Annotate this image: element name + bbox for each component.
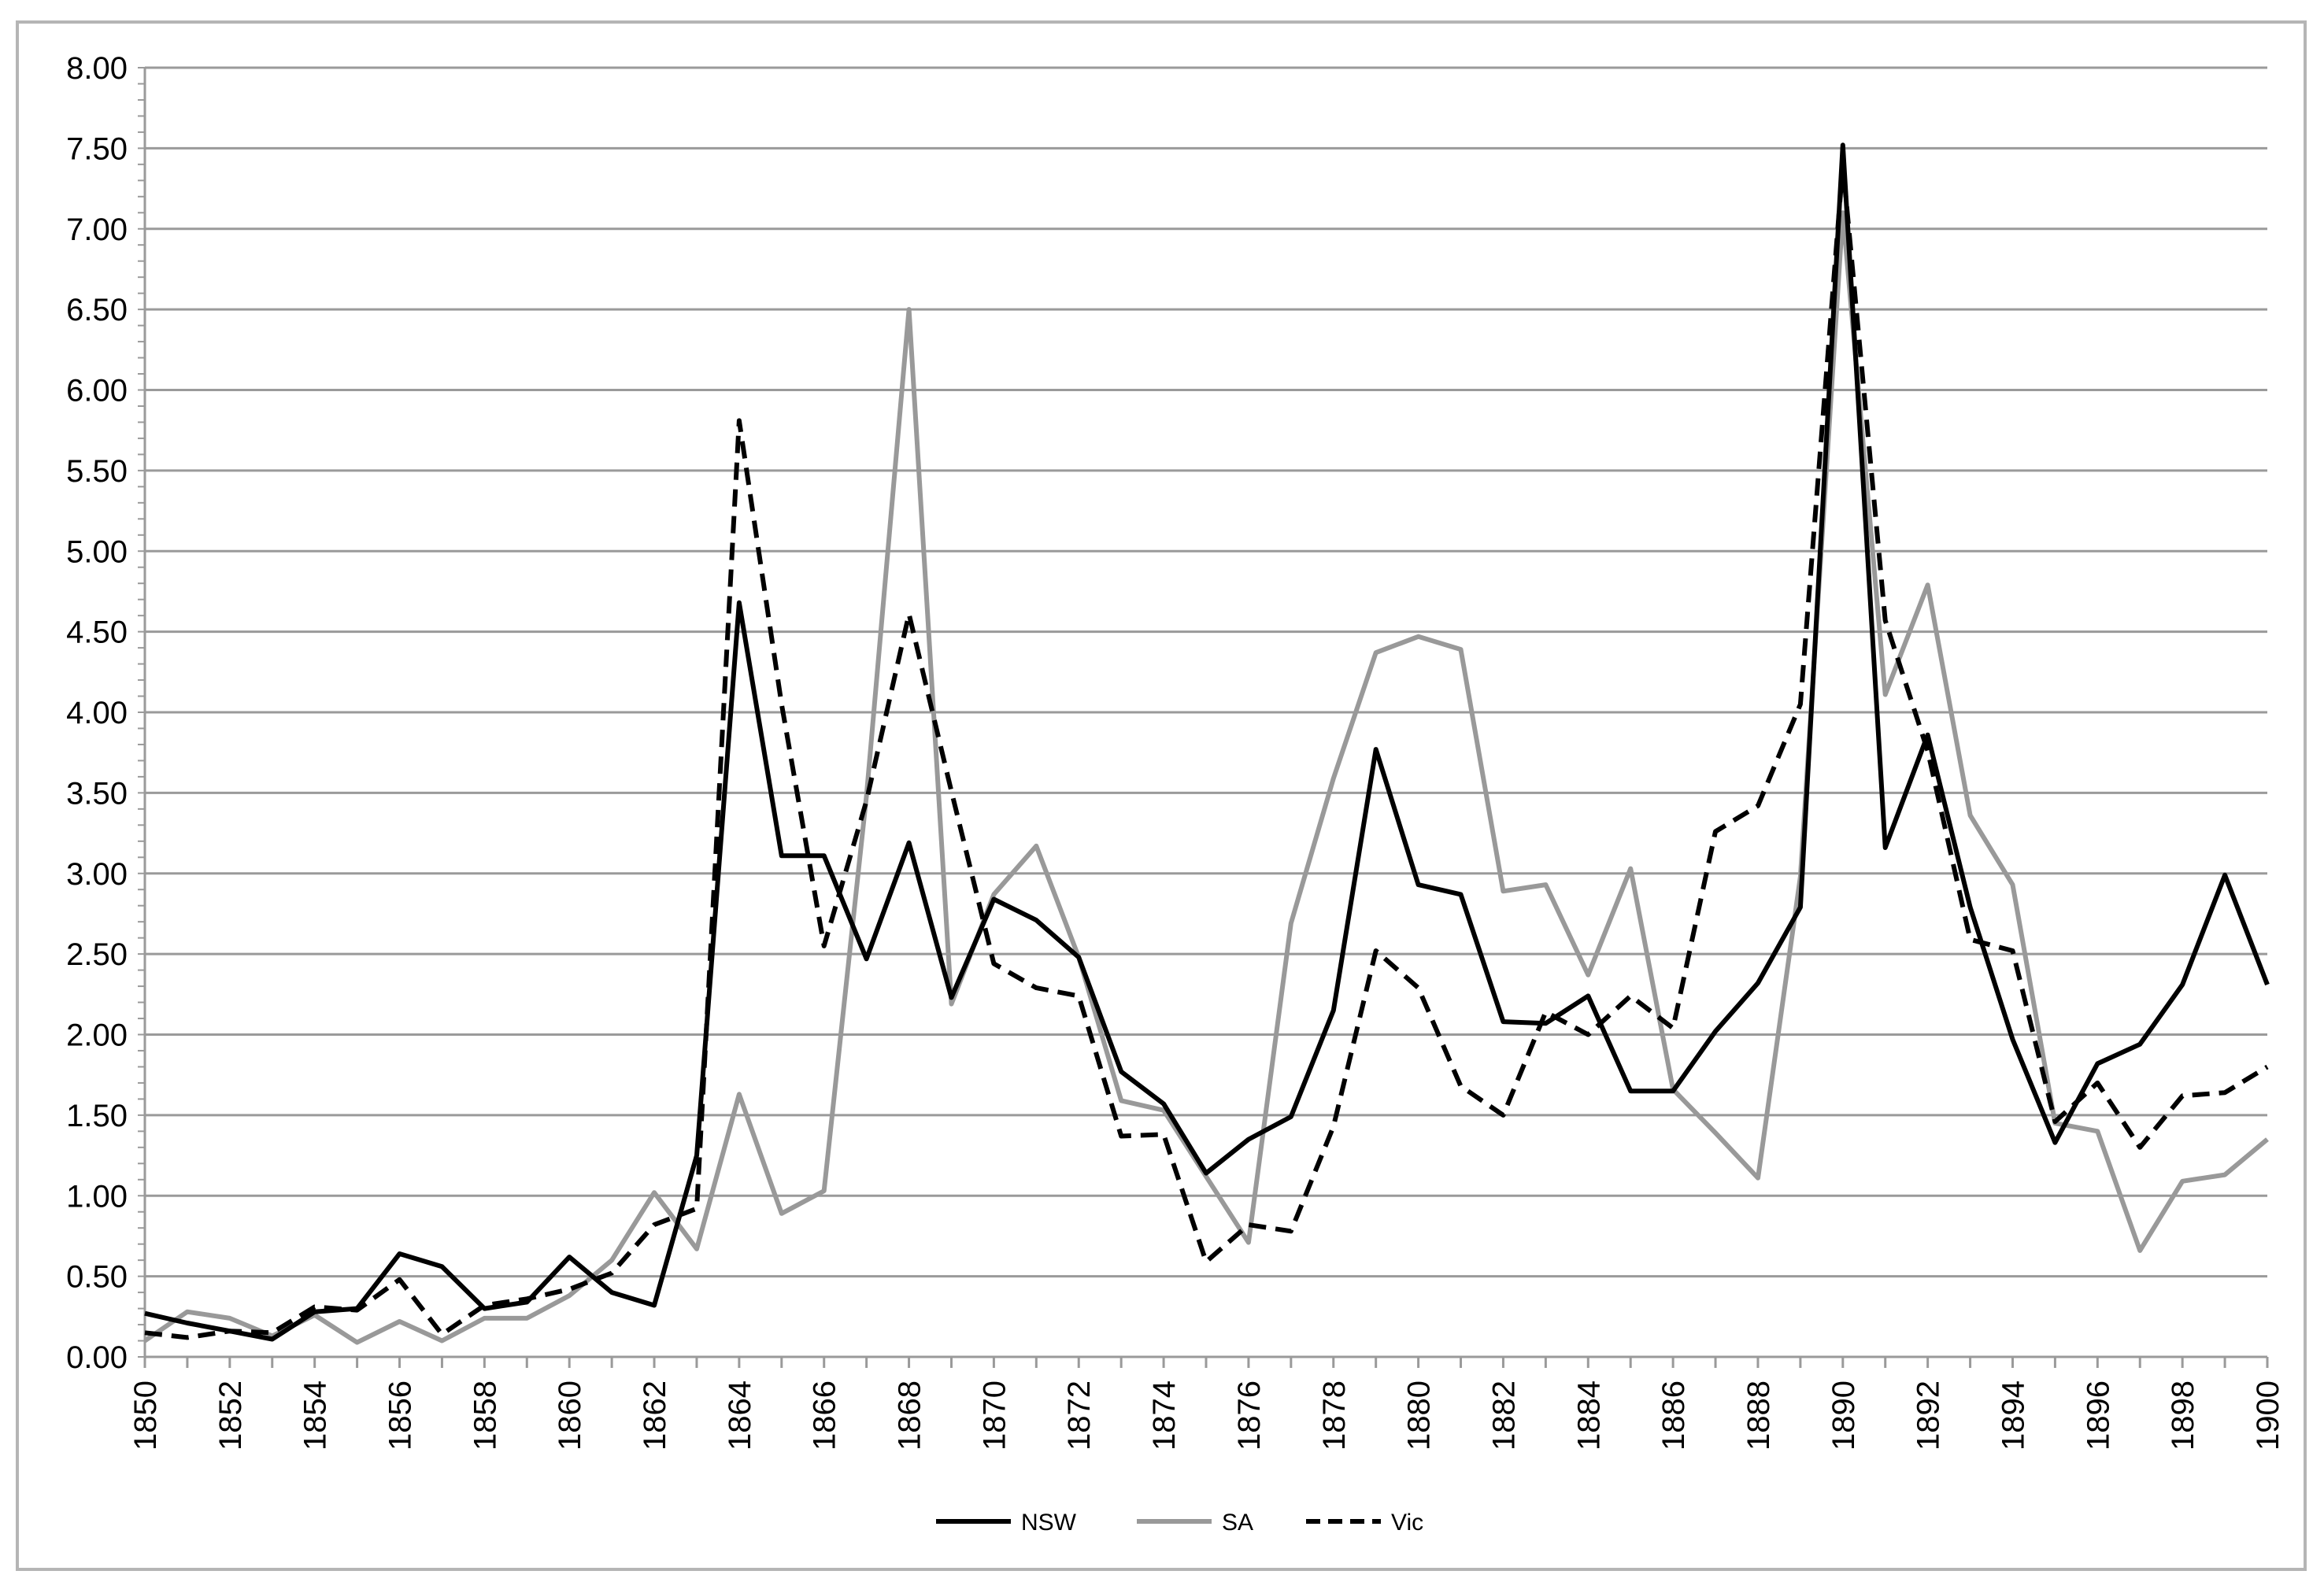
- series-line-sa: [143, 210, 2269, 1345]
- y-tick-label: 6.50: [66, 293, 128, 327]
- x-axis: 1850 1852 1854 1856 1858 1860 1862 1864 1866 1868…: [128, 1357, 2285, 1451]
- x-tick-label: 1850: [128, 1380, 163, 1451]
- y-tick-label: 3.50: [66, 776, 128, 811]
- y-tick-label: 0.00: [66, 1340, 128, 1375]
- x-tick-label: 1880: [1402, 1380, 1437, 1451]
- chart-frame: 0.00 0.50 1.00 1.50 2.00 2.50 3.00 3.50 4.00 4.50…: [16, 20, 2307, 1571]
- y-tick-label: 3.00: [66, 857, 128, 892]
- x-tick-label: 1870: [977, 1380, 1012, 1451]
- legend-label-vic: Vic: [1391, 1510, 1423, 1536]
- y-tick-label: 5.50: [66, 454, 128, 489]
- y-tick-label: 5.00: [66, 534, 128, 569]
- y-tick-label: 6.00: [66, 374, 128, 408]
- legend-label-nsw: NSW: [1021, 1510, 1077, 1536]
- series-line-vic: [144, 161, 2269, 1340]
- legend: NSW SA Vic: [936, 1510, 1423, 1536]
- x-tick-label: 1900: [2251, 1380, 2285, 1451]
- x-tick-label: 1864: [723, 1380, 757, 1451]
- legend-label-sa: SA: [1222, 1510, 1253, 1536]
- x-tick-label: 1858: [468, 1380, 502, 1451]
- y-tick-label: 4.00: [66, 696, 128, 730]
- y-tick-label: 7.50: [66, 131, 128, 166]
- y-tick-label: 4.50: [66, 615, 128, 650]
- x-tick-label: 1874: [1147, 1380, 1182, 1451]
- x-tick-label: 1894: [1996, 1380, 2030, 1451]
- x-tick-label: 1876: [1232, 1380, 1267, 1451]
- x-tick-label: 1884: [1571, 1380, 1606, 1451]
- x-tick-label: 1862: [638, 1380, 672, 1451]
- x-tick-label: 1882: [1486, 1380, 1521, 1451]
- x-tick-label: 1868: [893, 1380, 927, 1451]
- x-tick-label: 1852: [213, 1380, 248, 1451]
- x-tick-label: 1886: [1656, 1380, 1691, 1451]
- series-lines: [143, 142, 2270, 1345]
- x-tick-label: 1866: [808, 1380, 842, 1451]
- line-chart: 0.00 0.50 1.00 1.50 2.00 2.50 3.00 3.50 4.00 4.50…: [66, 51, 2285, 1536]
- x-tick-label: 1860: [553, 1380, 587, 1451]
- y-tick-label: 7.00: [66, 213, 128, 247]
- x-tick-label: 1896: [2081, 1380, 2115, 1451]
- x-tick-label: 1854: [298, 1380, 333, 1451]
- x-tick-label: 1888: [1741, 1380, 1776, 1451]
- y-tick-label: 1.00: [66, 1179, 128, 1214]
- gridlines: [145, 66, 2267, 1358]
- x-tick-label: 1872: [1062, 1380, 1097, 1451]
- series-line-nsw: [144, 142, 2270, 1342]
- x-tick-label: 1856: [383, 1380, 418, 1451]
- y-axis: 0.00 0.50 1.00 1.50 2.00 2.50 3.00 3.50 4.00 4.50…: [66, 51, 146, 1375]
- y-tick-label: 1.50: [66, 1099, 128, 1133]
- y-tick-label: 8.00: [66, 51, 128, 86]
- x-tick-label: 1878: [1317, 1380, 1352, 1451]
- x-tick-label: 1890: [1826, 1380, 1861, 1451]
- y-tick-label: 2.00: [66, 1018, 128, 1053]
- x-tick-label: 1898: [2166, 1380, 2200, 1451]
- y-tick-label: 0.50: [66, 1260, 128, 1295]
- y-tick-label: 2.50: [66, 937, 128, 972]
- x-tick-label: 1892: [1911, 1380, 1946, 1451]
